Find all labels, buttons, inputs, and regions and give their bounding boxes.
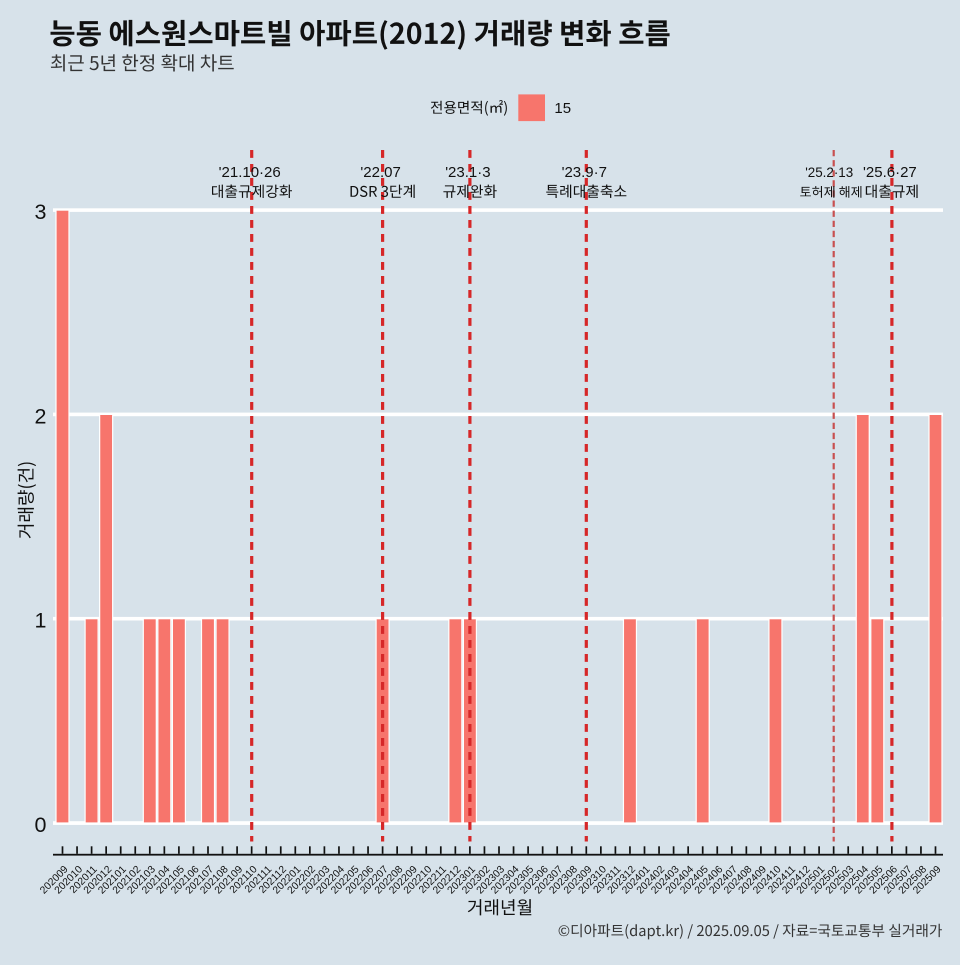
svg-text:'25.2·13: '25.2·13 — [805, 165, 853, 180]
svg-text:0: 0 — [35, 813, 47, 837]
svg-text:'23.1·3: '23.1·3 — [445, 164, 490, 181]
svg-text:3: 3 — [35, 200, 47, 224]
svg-text:'25.6·27: '25.6·27 — [863, 164, 917, 181]
svg-text:'21.10·26: '21.10·26 — [219, 164, 281, 181]
svg-text:2: 2 — [35, 404, 47, 428]
svg-text:'23.9·7: '23.9·7 — [562, 164, 607, 181]
svg-text:15: 15 — [554, 100, 571, 117]
svg-text:'22.07: '22.07 — [360, 164, 400, 181]
svg-text:1: 1 — [35, 609, 47, 633]
